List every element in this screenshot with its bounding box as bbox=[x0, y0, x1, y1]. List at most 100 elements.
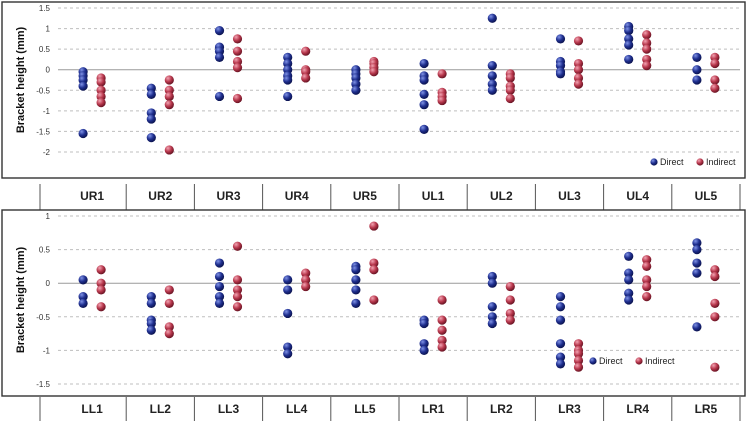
point-direct-lr3 bbox=[555, 302, 566, 312]
point-indirect-lr3 bbox=[573, 349, 584, 359]
point-indirect-lr5 bbox=[710, 298, 720, 308]
point-indirect-ul4 bbox=[642, 30, 652, 40]
point-indirect-ul3 bbox=[573, 36, 584, 46]
point-indirect-ul2 bbox=[505, 93, 515, 104]
point-direct-lr4 bbox=[624, 268, 634, 278]
point-indirect-lr2 bbox=[505, 315, 515, 325]
point-direct-ur1 bbox=[78, 81, 88, 91]
point-indirect-lr4 bbox=[642, 275, 652, 285]
point-direct-ul5 bbox=[692, 65, 702, 75]
point-indirect-lr5 bbox=[710, 265, 720, 275]
point-direct-ul4 bbox=[624, 26, 634, 36]
point-direct-ll1 bbox=[78, 275, 88, 285]
legend-label-direct: Direct bbox=[660, 157, 684, 167]
point-direct-lr2 bbox=[487, 278, 497, 288]
point-direct-ll5 bbox=[351, 275, 361, 285]
point-direct-ll2 bbox=[146, 318, 156, 329]
point-direct-lr4 bbox=[624, 251, 634, 261]
point-indirect-lr3 bbox=[573, 355, 584, 366]
point-direct-ul2 bbox=[487, 61, 497, 71]
point-direct-ll4 bbox=[283, 342, 293, 352]
point-direct-ll2 bbox=[146, 298, 156, 308]
point-direct-ur2 bbox=[146, 89, 156, 99]
point-direct-ul4 bbox=[624, 40, 634, 50]
point-direct-ul1 bbox=[419, 89, 429, 99]
category-label-ur5: UR5 bbox=[353, 189, 377, 203]
point-direct-ur3 bbox=[214, 91, 225, 102]
point-indirect-lr3 bbox=[573, 362, 584, 372]
point-direct-ul4 bbox=[624, 54, 634, 65]
point-direct-ur4 bbox=[283, 91, 293, 102]
point-direct-ul2 bbox=[487, 71, 497, 81]
point-indirect-ur2 bbox=[164, 145, 174, 155]
category-label-lr1: LR1 bbox=[422, 402, 445, 416]
category-label-lr3: LR3 bbox=[558, 402, 581, 416]
category-label-ul2: UL2 bbox=[490, 189, 513, 203]
point-direct-ll1 bbox=[78, 298, 88, 308]
point-indirect-ll4 bbox=[301, 268, 311, 278]
category-label-ur4: UR4 bbox=[285, 189, 309, 203]
point-direct-lr5 bbox=[692, 245, 702, 255]
point-direct-lr2 bbox=[487, 302, 497, 312]
y-tick-label: 0.5 bbox=[39, 45, 51, 54]
point-direct-lr3 bbox=[555, 339, 566, 349]
category-label-ur3: UR3 bbox=[216, 189, 240, 203]
category-label-lr5: LR5 bbox=[695, 402, 718, 416]
point-indirect-ll5 bbox=[369, 295, 379, 305]
point-indirect-lr4 bbox=[642, 255, 652, 265]
point-direct-ul1 bbox=[419, 100, 429, 110]
lower-arch-chart: 1 0.5 0 -0.5 -1 -1.5 Bracket height (mm) LL1 LL2… bbox=[1, 209, 746, 421]
point-direct-ll1 bbox=[78, 292, 88, 302]
point-indirect-ll2 bbox=[164, 329, 174, 339]
point-indirect-ur5 bbox=[369, 67, 379, 77]
point-direct-ul1 bbox=[419, 124, 429, 134]
category-label-ll4: LL4 bbox=[286, 402, 308, 416]
category-label-ll5: LL5 bbox=[354, 402, 376, 416]
point-indirect-lr4 bbox=[642, 281, 652, 292]
point-indirect-ur3 bbox=[232, 93, 243, 104]
point-indirect-ll3 bbox=[232, 285, 243, 295]
point-indirect-ul1 bbox=[437, 95, 447, 106]
upper-arch-chart: 1.5 1 0.5 0 -0.5 -1 -1.5 -2 Bracket height (mm) U… bbox=[1, 1, 746, 210]
point-direct-ll4 bbox=[283, 275, 293, 285]
point-indirect-ur1 bbox=[96, 77, 106, 87]
point-indirect-lr2 bbox=[505, 295, 515, 305]
legend-marker-direct bbox=[650, 158, 658, 166]
point-direct-ul5 bbox=[692, 52, 702, 62]
point-indirect-lr5 bbox=[710, 312, 720, 322]
point-direct-ul3 bbox=[555, 69, 566, 79]
category-label-ul3: UL3 bbox=[558, 189, 581, 203]
point-indirect-ul2 bbox=[505, 85, 515, 95]
point-direct-lr4 bbox=[624, 275, 634, 285]
category-label-lr2: LR2 bbox=[490, 402, 513, 416]
point-indirect-ll3 bbox=[232, 241, 243, 251]
category-label-ul4: UL4 bbox=[626, 189, 649, 203]
point-indirect-ul5 bbox=[710, 83, 720, 93]
point-direct-ll4 bbox=[283, 285, 293, 295]
legend-label-indirect: Indirect bbox=[706, 157, 736, 167]
legend-marker-indirect bbox=[635, 357, 643, 365]
legend-label-indirect: Indirect bbox=[645, 356, 675, 366]
point-indirect-ul4 bbox=[642, 44, 652, 54]
point-indirect-lr1 bbox=[437, 315, 447, 325]
point-indirect-lr3 bbox=[573, 339, 584, 349]
y-tick-label: -2 bbox=[43, 148, 51, 157]
point-indirect-lr1 bbox=[437, 342, 447, 352]
point-indirect-ll5 bbox=[369, 221, 379, 231]
point-indirect-ur4 bbox=[301, 73, 311, 83]
point-indirect-lr1 bbox=[437, 325, 447, 335]
point-indirect-ur2 bbox=[164, 100, 174, 110]
point-indirect-ll1 bbox=[96, 285, 106, 295]
point-direct-lr5 bbox=[692, 268, 702, 278]
y-tick-label: 0 bbox=[46, 279, 51, 288]
point-direct-lr3 bbox=[555, 315, 566, 325]
point-direct-ll3 bbox=[214, 298, 225, 308]
point-indirect-ll3 bbox=[232, 292, 243, 302]
y-tick-label: -0.5 bbox=[36, 86, 50, 95]
point-direct-ll5 bbox=[351, 285, 361, 295]
y-tick-label: 1.5 bbox=[39, 4, 51, 13]
point-direct-ur3 bbox=[214, 52, 225, 62]
legend-marker-indirect bbox=[696, 158, 704, 166]
legend-marker-direct bbox=[589, 357, 597, 365]
point-direct-lr5 bbox=[692, 258, 702, 268]
